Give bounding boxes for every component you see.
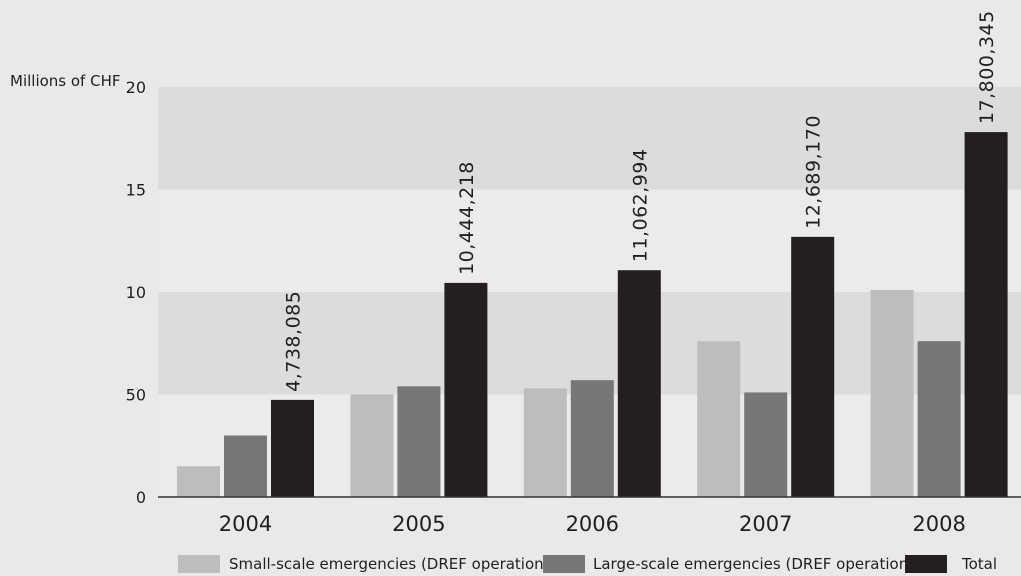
legend-label: Small-scale emergencies (DREF operations… xyxy=(229,555,557,573)
legend-swatch xyxy=(178,555,220,573)
legend-label: Large-scale emergencies (DREF operations… xyxy=(593,555,922,573)
y-tick-label: 15 xyxy=(126,181,146,200)
bars xyxy=(177,132,1008,497)
x-tick-label: 2007 xyxy=(739,512,792,536)
plot-band xyxy=(158,189,1021,292)
axes: 0 50 10 15 20 Millions of CHF 2004 2005 2006 2007… xyxy=(10,72,1021,536)
x-tick-label: 2008 xyxy=(912,512,965,536)
bar xyxy=(570,380,614,497)
total-data-label: 12,689,170 xyxy=(803,115,825,229)
x-tick-label: 2005 xyxy=(392,512,445,536)
total-data-label: 17,800,345 xyxy=(976,10,998,124)
y-tick-label: 10 xyxy=(126,283,146,302)
legend-swatch xyxy=(543,555,585,573)
bar xyxy=(444,282,488,497)
y-tick-label: 20 xyxy=(126,78,146,97)
total-data-label: 10,444,218 xyxy=(456,161,478,275)
bar xyxy=(964,132,1008,497)
bar xyxy=(744,392,788,497)
bar xyxy=(350,394,394,497)
data-labels: 4,738,085 10,444,218 11,062,994 12,689,170 1… xyxy=(283,10,999,392)
bar xyxy=(523,388,567,497)
bar xyxy=(870,289,914,497)
bar xyxy=(397,386,441,497)
bar xyxy=(177,466,220,497)
legend: Small-scale emergencies (DREF operations… xyxy=(178,555,997,573)
total-data-label: 11,062,994 xyxy=(629,148,651,262)
bar xyxy=(224,435,267,497)
legend-swatch xyxy=(905,555,947,573)
x-tick-label: 2006 xyxy=(566,512,619,536)
bar xyxy=(697,341,741,497)
bar xyxy=(791,236,835,497)
legend-label: Total xyxy=(961,555,997,573)
bar xyxy=(917,341,961,497)
plot-band xyxy=(158,87,1021,190)
bar xyxy=(271,399,314,497)
bar xyxy=(617,270,661,497)
total-data-label: 4,738,085 xyxy=(283,291,305,392)
x-tick-label: 2004 xyxy=(219,512,272,536)
y-axis-label: Millions of CHF xyxy=(10,72,121,90)
y-tick-label: 50 xyxy=(126,386,146,405)
y-tick-label: 0 xyxy=(136,488,146,507)
